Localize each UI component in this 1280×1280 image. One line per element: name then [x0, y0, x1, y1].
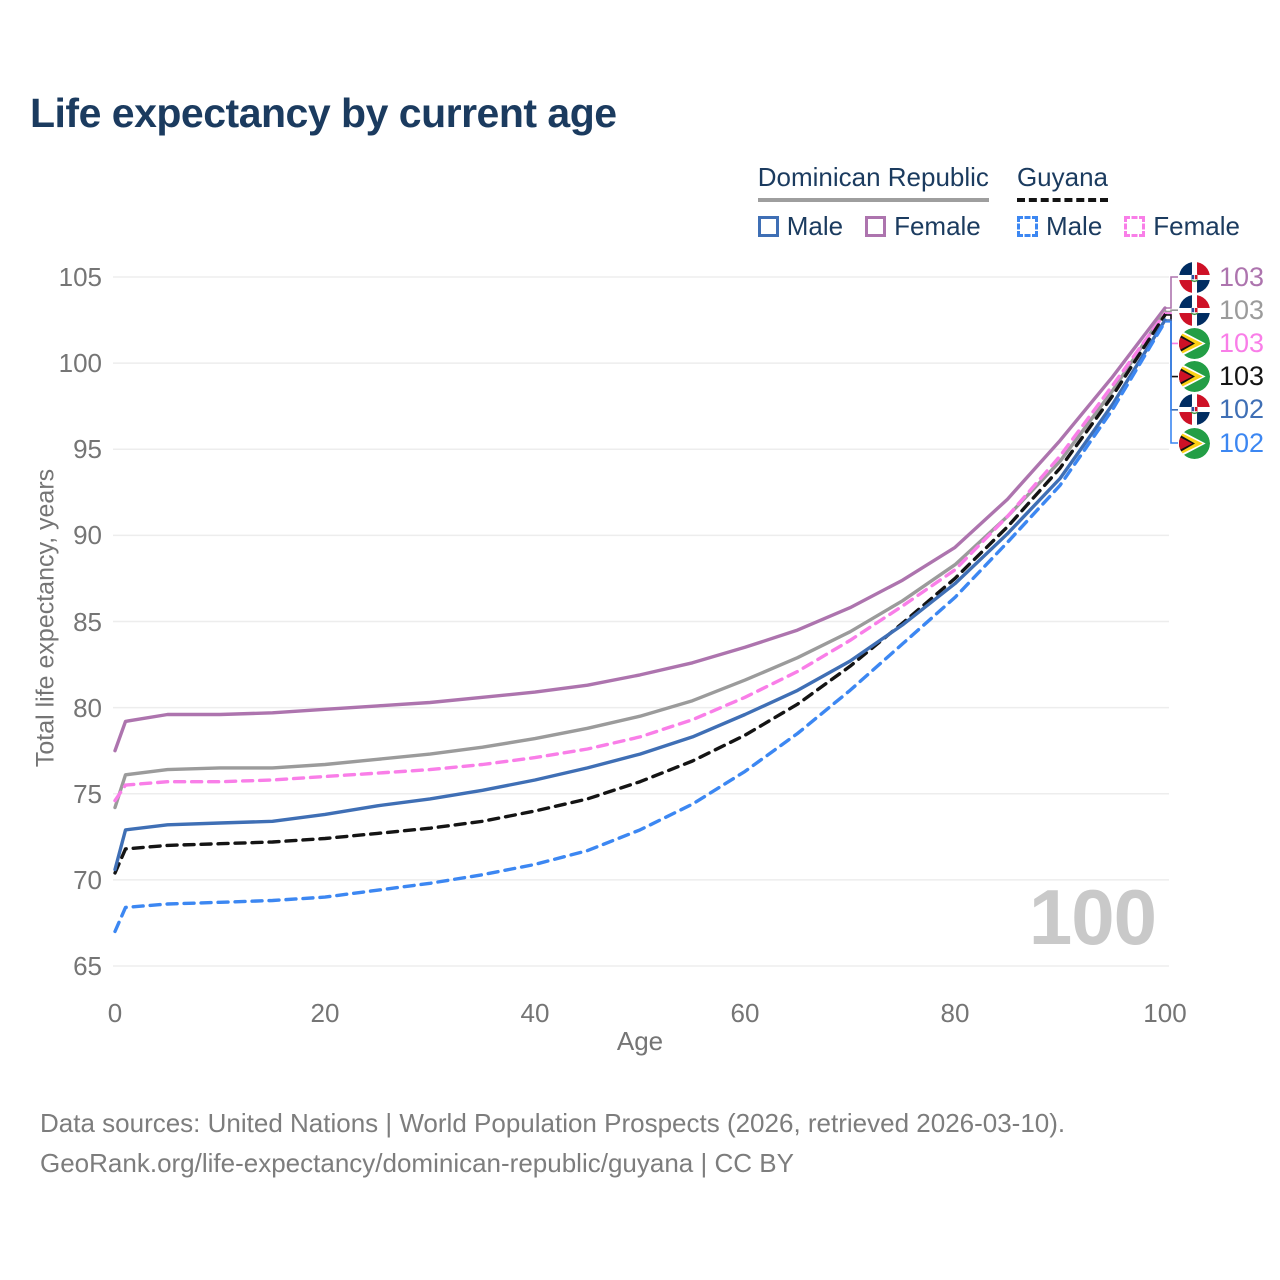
x-tick-100: 100 [1143, 998, 1187, 1028]
footer-attribution: GeoRank.org/life-expectancy/dominican-re… [40, 1148, 794, 1178]
end-label-dominican-republic-male: 102 [1179, 394, 1264, 425]
x-axis-title: Age [616, 1026, 664, 1056]
end-value-dominican-republic-male: 102 [1219, 394, 1265, 425]
legend: Dominican Republic Male Female Guyana Male Fe… [757, 162, 1240, 242]
end-value-guyana-all: 103 [1219, 361, 1265, 392]
y-tick-105: 105 [58, 262, 102, 292]
legend-header-dominican-republic[interactable]: Dominican Republic [757, 162, 989, 202]
legend-swatch-icon [865, 216, 887, 237]
y-axis-title: Total life expectancy, years [31, 468, 60, 768]
series-line-guyana-male[interactable] [113, 320, 1167, 934]
leader-line-dominican-republic-female [1165, 276, 1178, 309]
y-tick-75: 75 [73, 778, 102, 809]
end-label-guyana-male: 102 [1179, 428, 1264, 459]
end-label-guyana-all: 103 [1179, 361, 1264, 392]
y-tick-100: 100 [58, 348, 102, 379]
x-tick-40: 40 [520, 998, 550, 1028]
x-tick-0: 0 [107, 998, 123, 1028]
legend-group-1: Guyana Male Female [1016, 162, 1240, 242]
x-tick-80: 80 [940, 998, 970, 1028]
page-title: Life expectancy by current age [30, 90, 617, 136]
legend-header-guyana[interactable]: Guyana [1016, 162, 1109, 202]
series-line-guyana-female[interactable] [113, 311, 1167, 803]
legend-items: Male Female [1016, 211, 1240, 242]
y-tick-95: 95 [73, 434, 102, 465]
x-tick-20: 20 [310, 998, 340, 1028]
leader-line-dominican-republic-all [1165, 309, 1178, 313]
end-label-dominican-republic-all: 103 [1179, 295, 1264, 326]
end-value-dominican-republic-all: 103 [1219, 294, 1265, 325]
legend-swatch-icon [1124, 216, 1146, 237]
y-tick-65: 65 [73, 951, 102, 981]
legend-item-dominican-republic-male[interactable]: Male [757, 211, 844, 242]
guyana-flag-icon [1179, 428, 1210, 459]
legend-item-label: Female [1153, 211, 1240, 241]
leader-line-guyana-male [1165, 320, 1178, 444]
legend-item-label: Female [894, 211, 981, 241]
legend-group-0: Dominican Republic Male Female [757, 162, 989, 242]
legend-swatch-icon [757, 216, 779, 237]
legend-swatch-icon [1016, 216, 1038, 237]
legend-item-label: Male [786, 211, 844, 241]
chart-plot [113, 276, 1178, 967]
dominican-republic-flag-icon [1179, 262, 1210, 293]
series-line-guyana-all[interactable] [113, 313, 1167, 875]
legend-item-guyana-female[interactable]: Female [1124, 211, 1240, 242]
series-line-dominican-republic-female[interactable] [113, 306, 1167, 753]
series-line-dominican-republic-male[interactable] [113, 318, 1167, 872]
legend-item-dominican-republic-female[interactable]: Female [865, 211, 981, 242]
legend-item-guyana-male[interactable]: Male [1016, 211, 1103, 242]
end-value-dominican-republic-female: 103 [1219, 261, 1265, 292]
x-tick-60: 60 [730, 998, 760, 1028]
guyana-flag-icon [1179, 328, 1210, 359]
y-tick-70: 70 [73, 864, 102, 895]
hover-age-indicator: 100 [1028, 873, 1157, 961]
y-tick-85: 85 [73, 606, 102, 637]
footer-data-sources: Data sources: United Nations | World Pop… [40, 1108, 1066, 1138]
end-value-guyana-male: 102 [1219, 427, 1265, 458]
legend-item-label: Male [1045, 211, 1103, 241]
y-tick-90: 90 [73, 520, 102, 551]
series-line-dominican-republic-all[interactable] [113, 309, 1167, 810]
guyana-flag-icon [1179, 361, 1210, 392]
end-label-guyana-female: 103 [1179, 328, 1264, 359]
end-label-dominican-republic-female: 103 [1179, 262, 1264, 293]
y-tick-80: 80 [73, 692, 102, 723]
dominican-republic-flag-icon [1179, 394, 1210, 425]
dominican-republic-flag-icon [1179, 295, 1210, 326]
legend-items: Male Female [757, 211, 981, 242]
end-value-guyana-female: 103 [1219, 327, 1265, 358]
